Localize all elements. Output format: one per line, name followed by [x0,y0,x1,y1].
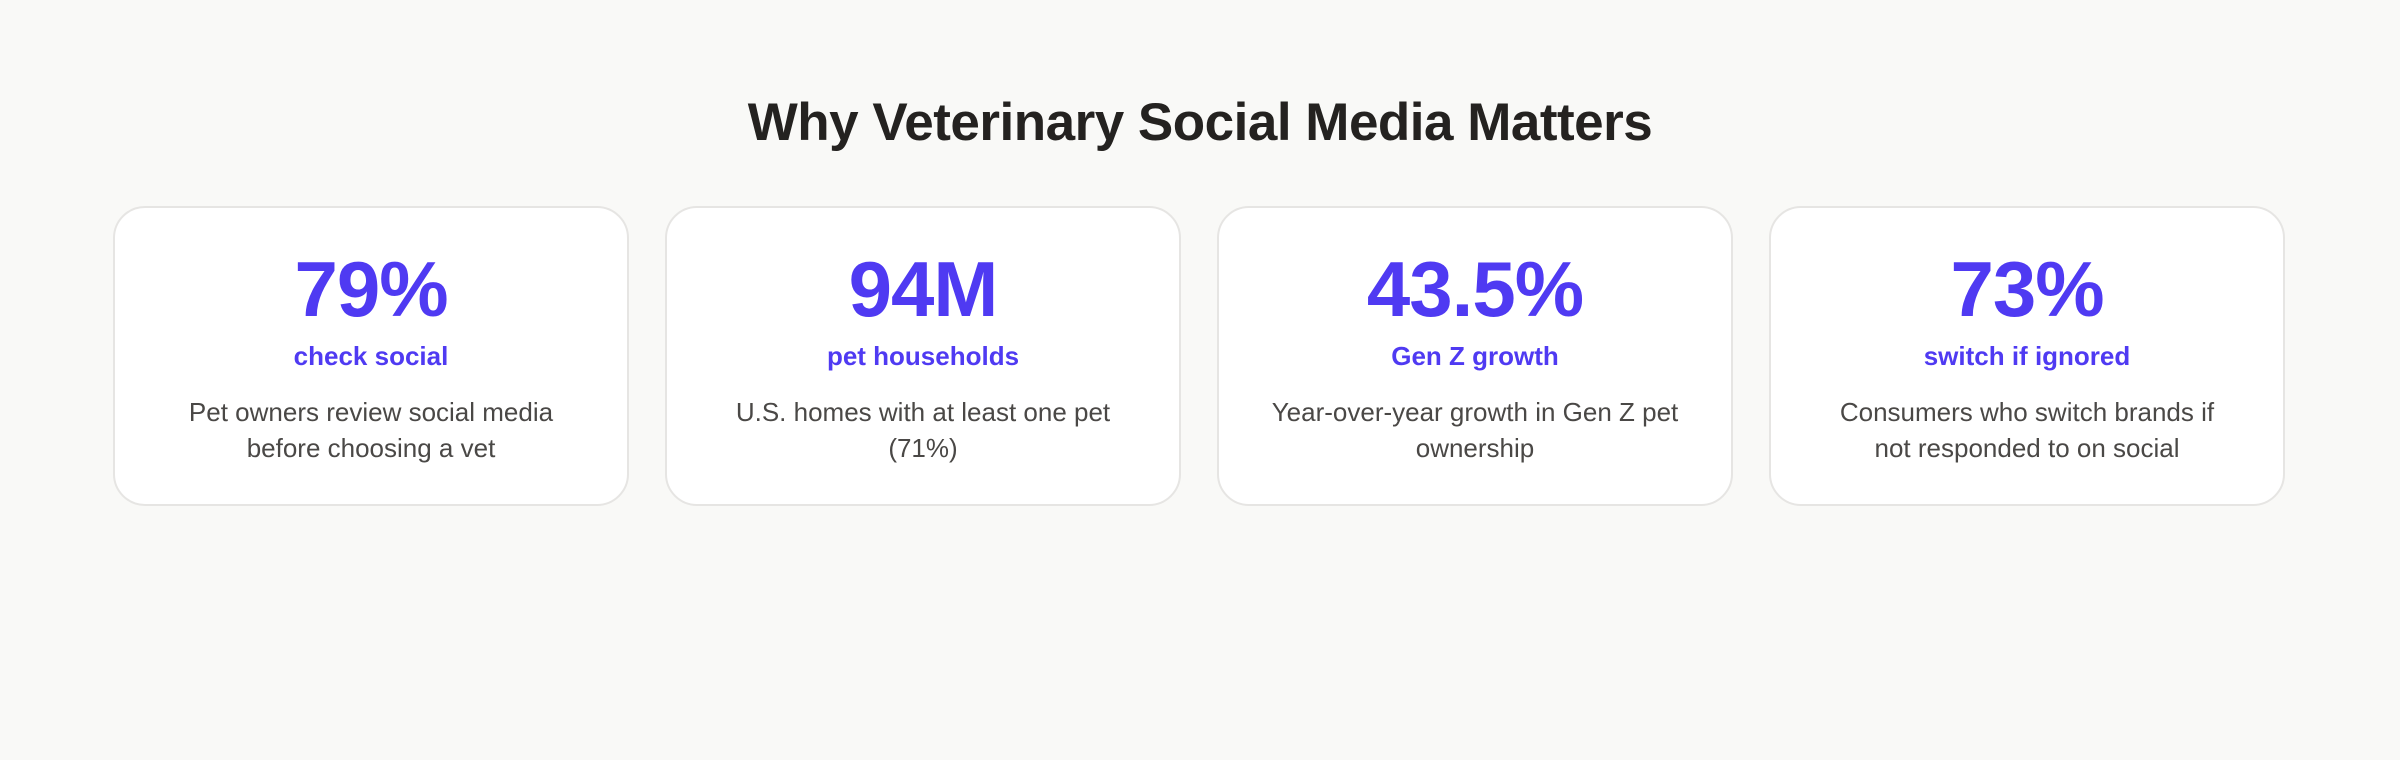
stat-card-switch-if-ignored: 73% switch if ignored Consumers who swit… [1769,206,2285,506]
stat-card-check-social: 79% check social Pet owners review socia… [113,206,629,506]
stat-value: 73% [1950,245,2104,333]
stat-value: 94M [848,245,999,333]
stat-label: check social [293,341,449,371]
stat-label: switch if ignored [1923,341,2131,371]
stat-description: Consumers who switch brands if not respo… [1839,397,2215,463]
stat-description: Pet owners review social media before ch… [188,397,554,463]
stat-description: Year-over-year growth in Gen Z pet owner… [1271,397,1679,463]
stat-label: pet households [826,341,1020,371]
stat-value: 43.5% [1366,245,1584,333]
stat-label: Gen Z growth [1391,341,1559,371]
stat-card-pet-households: 94M pet households U.S. homes with at le… [665,206,1181,506]
stat-value: 79% [294,245,448,333]
stat-card-gen-z-growth: 43.5% Gen Z growth Year-over-year growth… [1217,206,1733,506]
page-title: Why Veterinary Social Media Matters [747,93,1653,152]
stat-description: U.S. homes with at least one pet (71%) [735,397,1111,463]
